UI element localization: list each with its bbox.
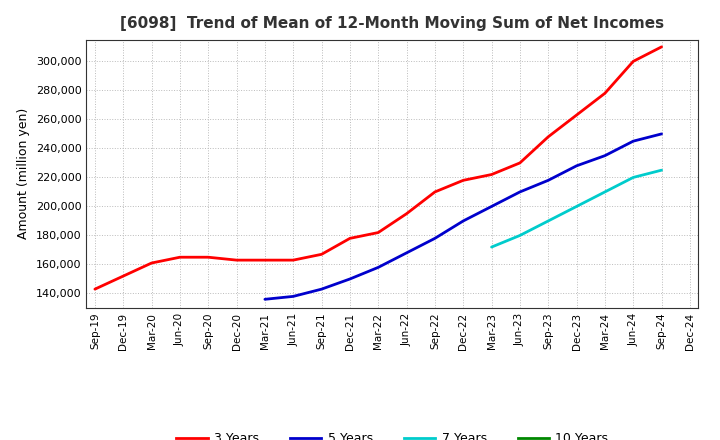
3 Years — [318, 252, 326, 257]
3 Years — [600, 91, 609, 96]
7 Years — [544, 218, 552, 224]
3 Years — [346, 236, 354, 241]
5 Years — [487, 204, 496, 209]
5 Years — [544, 178, 552, 183]
Line: 7 Years: 7 Years — [492, 170, 662, 247]
3 Years — [402, 211, 411, 216]
Title: [6098]  Trend of Mean of 12-Month Moving Sum of Net Incomes: [6098] Trend of Mean of 12-Month Moving … — [120, 16, 665, 32]
7 Years — [657, 168, 666, 173]
7 Years — [487, 245, 496, 250]
Line: 3 Years: 3 Years — [95, 47, 662, 289]
5 Years — [346, 276, 354, 282]
3 Years — [374, 230, 382, 235]
3 Years — [516, 160, 524, 165]
5 Years — [318, 286, 326, 292]
5 Years — [600, 153, 609, 158]
7 Years — [629, 175, 637, 180]
5 Years — [629, 139, 637, 144]
3 Years — [487, 172, 496, 177]
Line: 5 Years: 5 Years — [265, 134, 662, 299]
3 Years — [459, 178, 467, 183]
5 Years — [289, 294, 297, 299]
3 Years — [289, 257, 297, 263]
3 Years — [176, 255, 184, 260]
3 Years — [204, 255, 212, 260]
5 Years — [402, 250, 411, 256]
3 Years — [148, 260, 156, 266]
3 Years — [233, 257, 241, 263]
3 Years — [629, 59, 637, 64]
5 Years — [374, 265, 382, 270]
3 Years — [91, 286, 99, 292]
7 Years — [572, 204, 581, 209]
3 Years — [544, 134, 552, 139]
Y-axis label: Amount (million yen): Amount (million yen) — [17, 108, 30, 239]
5 Years — [572, 163, 581, 169]
5 Years — [431, 236, 439, 241]
7 Years — [516, 233, 524, 238]
5 Years — [261, 297, 269, 302]
5 Years — [459, 218, 467, 224]
3 Years — [261, 257, 269, 263]
3 Years — [657, 44, 666, 49]
7 Years — [600, 189, 609, 194]
3 Years — [431, 189, 439, 194]
3 Years — [572, 112, 581, 117]
Legend: 3 Years, 5 Years, 7 Years, 10 Years: 3 Years, 5 Years, 7 Years, 10 Years — [171, 427, 613, 440]
3 Years — [119, 273, 127, 279]
5 Years — [516, 189, 524, 194]
5 Years — [657, 131, 666, 136]
